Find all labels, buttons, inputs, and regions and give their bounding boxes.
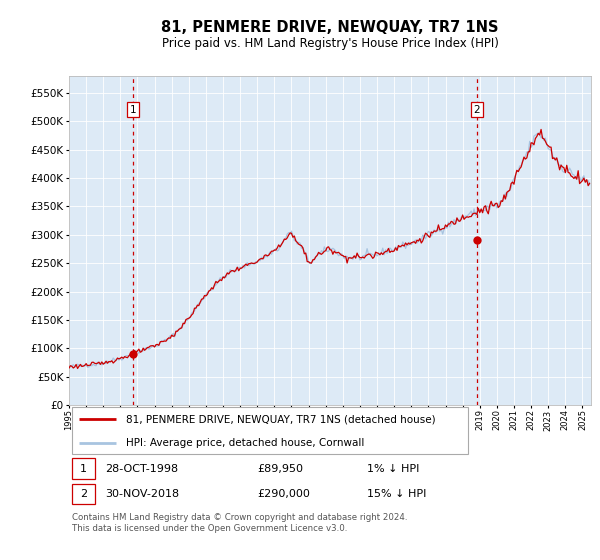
Text: 1: 1 <box>130 105 136 115</box>
FancyBboxPatch shape <box>71 458 95 479</box>
Text: 2: 2 <box>473 105 480 115</box>
Text: 1% ↓ HPI: 1% ↓ HPI <box>367 464 419 474</box>
FancyBboxPatch shape <box>71 407 469 454</box>
Text: £290,000: £290,000 <box>257 489 310 499</box>
Text: 28-OCT-1998: 28-OCT-1998 <box>106 464 179 474</box>
Text: 2: 2 <box>80 489 87 499</box>
FancyBboxPatch shape <box>71 484 95 504</box>
Text: 30-NOV-2018: 30-NOV-2018 <box>106 489 179 499</box>
Text: £89,950: £89,950 <box>257 464 303 474</box>
Text: 15% ↓ HPI: 15% ↓ HPI <box>367 489 426 499</box>
Text: 81, PENMERE DRIVE, NEWQUAY, TR7 1NS: 81, PENMERE DRIVE, NEWQUAY, TR7 1NS <box>161 21 499 35</box>
Text: 81, PENMERE DRIVE, NEWQUAY, TR7 1NS (detached house): 81, PENMERE DRIVE, NEWQUAY, TR7 1NS (det… <box>127 414 436 424</box>
Text: 1: 1 <box>80 464 87 474</box>
Text: Contains HM Land Registry data © Crown copyright and database right 2024.
This d: Contains HM Land Registry data © Crown c… <box>71 512 407 534</box>
Text: HPI: Average price, detached house, Cornwall: HPI: Average price, detached house, Corn… <box>127 437 365 447</box>
Text: Price paid vs. HM Land Registry's House Price Index (HPI): Price paid vs. HM Land Registry's House … <box>161 37 499 50</box>
